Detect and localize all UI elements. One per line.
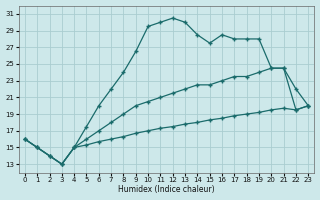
X-axis label: Humidex (Indice chaleur): Humidex (Indice chaleur) — [118, 185, 215, 194]
